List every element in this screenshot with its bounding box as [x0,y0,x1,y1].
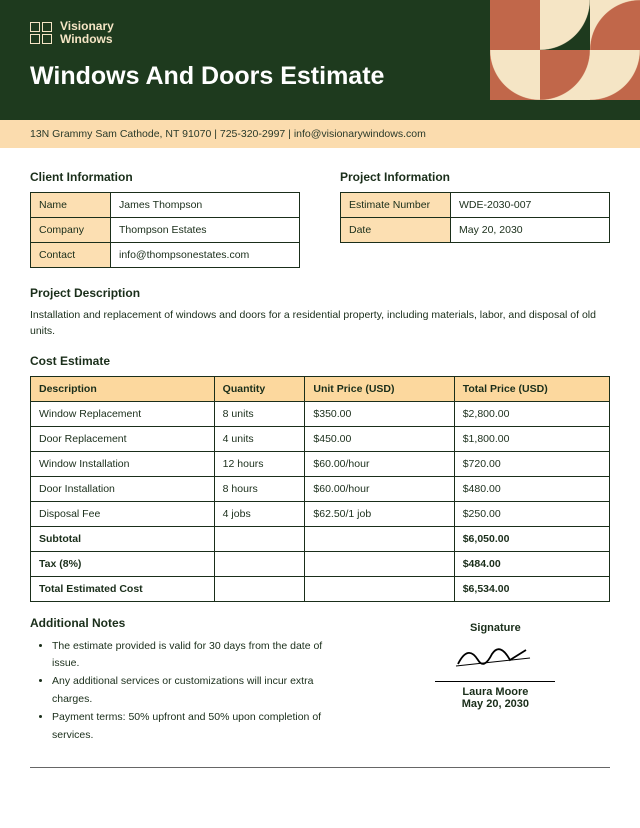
header: Visionary Windows Windows And Doors Esti… [0,0,640,148]
signature-label: Signature [381,622,610,634]
project-table: Estimate NumberWDE-2030-007 DateMay 20, … [340,192,610,243]
project-date-label: Date [341,218,451,243]
notes-heading: Additional Notes [30,616,351,630]
signature-date: May 20, 2030 [381,698,610,710]
table-row: Disposal Fee4 jobs$62.50/1 job$250.00 [31,501,610,526]
estimate-num: WDE-2030-007 [451,193,610,218]
table-row: Window Installation12 hours$60.00/hour$7… [31,451,610,476]
table-row: Tax (8%)$484.00 [31,551,610,576]
client-contact: info@thompsonestates.com [111,243,300,268]
cost-table: DescriptionQuantityUnit Price (USD)Total… [30,376,610,602]
client-company-label: Company [31,218,111,243]
client-heading: Client Information [30,170,300,184]
page-title: Windows And Doors Estimate [30,62,384,91]
table-row: Subtotal$6,050.00 [31,526,610,551]
table-row: Total Estimated Cost$6,534.00 [31,576,610,601]
contact-info: 13N Grammy Sam Cathode, NT 91070 | 725-3… [0,120,640,148]
table-row: Window Replacement8 units$350.00$2,800.0… [31,401,610,426]
estimate-num-label: Estimate Number [341,193,451,218]
notes-list: The estimate provided is valid for 30 da… [30,638,351,745]
list-item: The estimate provided is valid for 30 da… [52,638,351,674]
client-company: Thompson Estates [111,218,300,243]
cost-column-header: Unit Price (USD) [305,376,454,401]
cost-column-header: Total Price (USD) [454,376,609,401]
client-table: NameJames Thompson CompanyThompson Estat… [30,192,300,268]
logo-icon [30,22,52,44]
description-text: Installation and replacement of windows … [30,308,610,340]
signature-icon [450,640,540,674]
table-row: Door Replacement4 units$450.00$1,800.00 [31,426,610,451]
client-name-label: Name [31,193,111,218]
list-item: Payment terms: 50% upfront and 50% upon … [52,709,351,745]
description-heading: Project Description [30,286,610,300]
cost-column-header: Quantity [214,376,305,401]
project-date: May 20, 2030 [451,218,610,243]
logo: Visionary Windows [30,20,114,46]
project-heading: Project Information [340,170,610,184]
company-name-2: Windows [60,33,114,46]
client-contact-label: Contact [31,243,111,268]
list-item: Any additional services or customization… [52,673,351,709]
cost-column-header: Description [31,376,215,401]
signature-name: Laura Moore [381,686,610,698]
footer-divider [30,767,610,768]
cost-heading: Cost Estimate [30,354,610,368]
client-name: James Thompson [111,193,300,218]
decorative-pattern [490,0,640,100]
table-row: Door Installation8 hours$60.00/hour$480.… [31,476,610,501]
